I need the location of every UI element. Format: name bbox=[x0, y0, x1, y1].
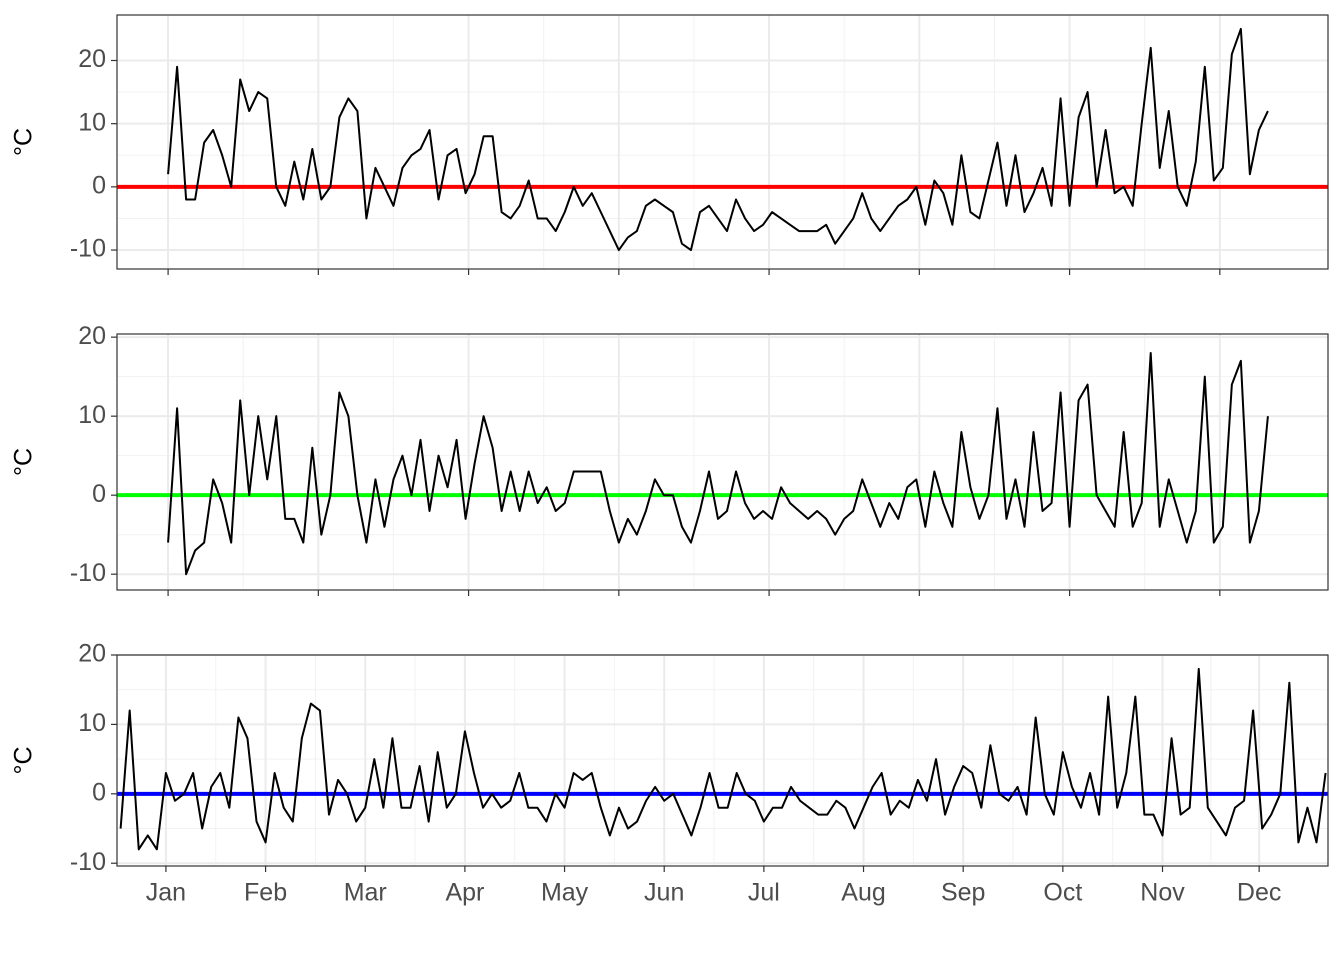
x-tick-label: Dec bbox=[1237, 879, 1281, 907]
y-tick-label: 20 bbox=[78, 45, 106, 73]
y-tick-label: 0 bbox=[92, 778, 106, 806]
y-tick-label: 20 bbox=[78, 322, 106, 350]
data-line bbox=[119, 667, 1327, 851]
y-tick-label: 10 bbox=[78, 108, 106, 136]
y-tick-label: 0 bbox=[92, 171, 106, 199]
y-tick-label: -10 bbox=[70, 848, 106, 876]
y-tick-label: 20 bbox=[78, 640, 106, 668]
x-tick-label: Feb bbox=[244, 879, 287, 907]
y-axis-label: °C bbox=[10, 746, 38, 774]
x-tick-label: May bbox=[541, 879, 589, 907]
y-axis-label: °C bbox=[10, 448, 38, 476]
data-line bbox=[167, 27, 1269, 252]
x-tick-label: Mar bbox=[344, 879, 387, 907]
y-tick-label: 10 bbox=[78, 709, 106, 737]
data-line bbox=[167, 351, 1269, 576]
x-tick-label: Nov bbox=[1140, 879, 1185, 907]
y-tick-label: 10 bbox=[78, 401, 106, 429]
x-tick-label: Sep bbox=[941, 879, 985, 907]
panel-background bbox=[117, 334, 1328, 590]
panel-border bbox=[116, 333, 1329, 591]
x-tick-label: Jul bbox=[748, 879, 780, 907]
x-tick-label: Jan bbox=[146, 879, 186, 907]
y-tick-label: -10 bbox=[70, 235, 106, 263]
x-tick-label: Jun bbox=[644, 879, 684, 907]
y-axis-label: °C bbox=[10, 128, 38, 156]
x-tick-label: Apr bbox=[445, 879, 484, 907]
x-tick-label: Oct bbox=[1043, 879, 1082, 907]
panel-border bbox=[116, 654, 1329, 867]
y-tick-label: -10 bbox=[70, 559, 106, 587]
y-tick-label: 0 bbox=[92, 480, 106, 508]
x-tick-label: Aug bbox=[841, 879, 885, 907]
panel-border bbox=[116, 14, 1329, 270]
panel-background bbox=[117, 15, 1328, 269]
